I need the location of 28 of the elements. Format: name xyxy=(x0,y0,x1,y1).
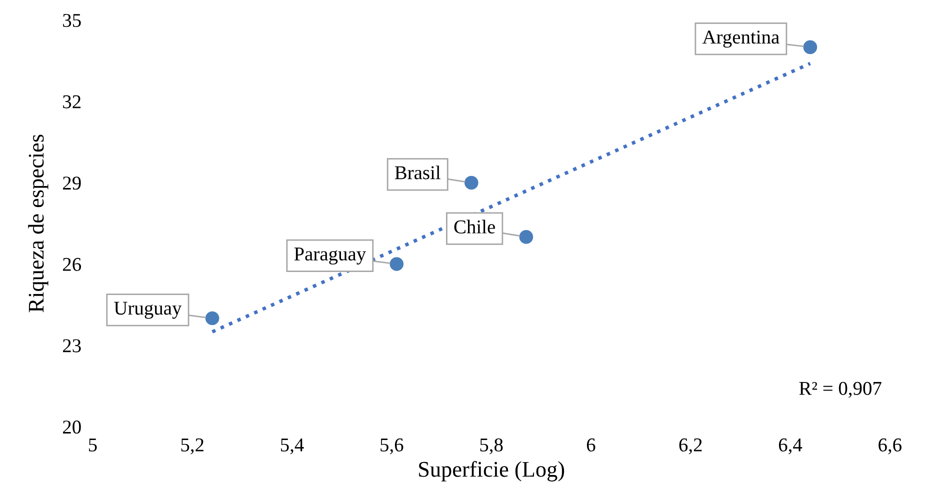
annotation: R² = 0,907 xyxy=(799,382,882,398)
annotation: Chile xyxy=(454,220,495,234)
point xyxy=(803,40,818,54)
x-tick-label: 5,2 xyxy=(181,438,204,454)
x-tick-label: 6,6 xyxy=(878,438,902,454)
x-tick-label: 5,6 xyxy=(380,438,404,454)
annotation: Paraguay xyxy=(294,248,366,265)
y-tick-label: 20 xyxy=(63,420,81,434)
y-tick-label: 29 xyxy=(63,176,81,190)
y-tick-label: 23 xyxy=(63,339,81,352)
x-tick-label: 5,4 xyxy=(280,438,304,454)
x-tick-label: 5,8 xyxy=(480,438,503,454)
y-tick-label: 26 xyxy=(63,258,82,271)
annotation: Uruguay xyxy=(114,302,182,319)
x-axis-title: Superficie (Log) xyxy=(419,461,564,482)
annotation: Argentina xyxy=(702,30,780,48)
y-axis-title: Riqueza de especies xyxy=(28,134,48,312)
point xyxy=(519,230,534,244)
x-tick-label: 6 xyxy=(586,438,596,452)
point xyxy=(205,311,220,326)
y-tick-label: 32 xyxy=(63,95,81,108)
annotation: Brasil xyxy=(394,166,440,180)
y-tick-label: 35 xyxy=(63,14,81,28)
point xyxy=(390,257,404,271)
x-tick-label: 6,2 xyxy=(679,438,702,454)
x-tick-label: 6,4 xyxy=(778,438,802,454)
x-tick-label: 5 xyxy=(88,438,97,452)
point xyxy=(464,176,478,190)
